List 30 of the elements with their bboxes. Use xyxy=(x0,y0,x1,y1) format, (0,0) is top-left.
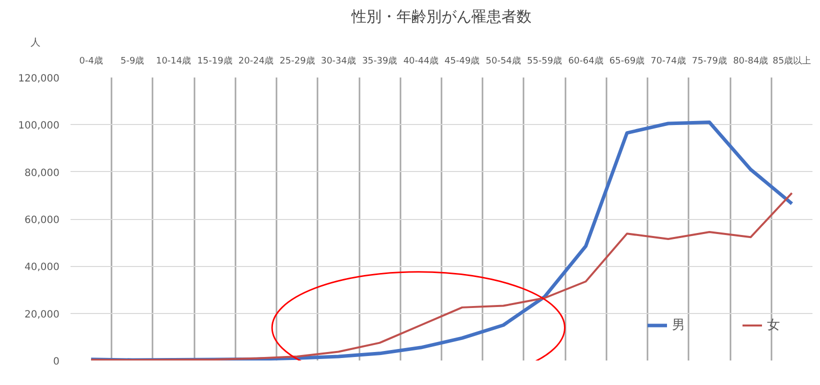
y-axis-title: 人 xyxy=(30,38,40,48)
y-tick-label: 100,000 xyxy=(18,120,60,132)
x-tick-label: 20-24歳 xyxy=(238,56,274,66)
x-tick-label: 25-29歳 xyxy=(280,56,315,66)
line-series xyxy=(90,192,793,360)
x-tick-label: 75-79歳 xyxy=(692,56,728,66)
x-tick-label: 80-84歳 xyxy=(733,56,768,66)
y-tick-label: 80,000 xyxy=(24,168,60,179)
x-tick-label: 70-74歳 xyxy=(650,56,686,66)
y-tick-label: 60,000 xyxy=(24,215,60,226)
x-tick-label: 85歳以上 xyxy=(772,56,812,66)
x-tick-label: 65-69歳 xyxy=(609,56,645,66)
x-tick-label: 60-64歳 xyxy=(568,56,604,66)
x-tick-label: 50-54歳 xyxy=(486,56,521,66)
x-tick-label: 55-59歳 xyxy=(526,56,562,66)
x-tick-label: 40-44歳 xyxy=(403,56,438,66)
x-tick-label: 35-39歳 xyxy=(362,56,398,66)
x-tick-label: 0-4歳 xyxy=(79,56,103,66)
legend-label: 女 xyxy=(767,317,781,334)
x-tick-label: 45-49歳 xyxy=(444,56,480,66)
x-tick-label: 5-9歳 xyxy=(120,56,144,66)
legend-label: 男 xyxy=(672,317,686,334)
y-tick-label: 20,000 xyxy=(24,309,60,320)
x-tick-label: 10-14歳 xyxy=(156,56,192,66)
chart-title: 性別・年齢別がん罹患者数 xyxy=(350,8,532,26)
y-tick-label: 120,000 xyxy=(18,74,60,84)
x-tick-label: 30-34歳 xyxy=(320,56,356,66)
x-tick-label: 15-19歳 xyxy=(197,56,232,66)
y-tick-label: 40,000 xyxy=(24,262,60,274)
y-tick-label: 0 xyxy=(53,356,60,368)
